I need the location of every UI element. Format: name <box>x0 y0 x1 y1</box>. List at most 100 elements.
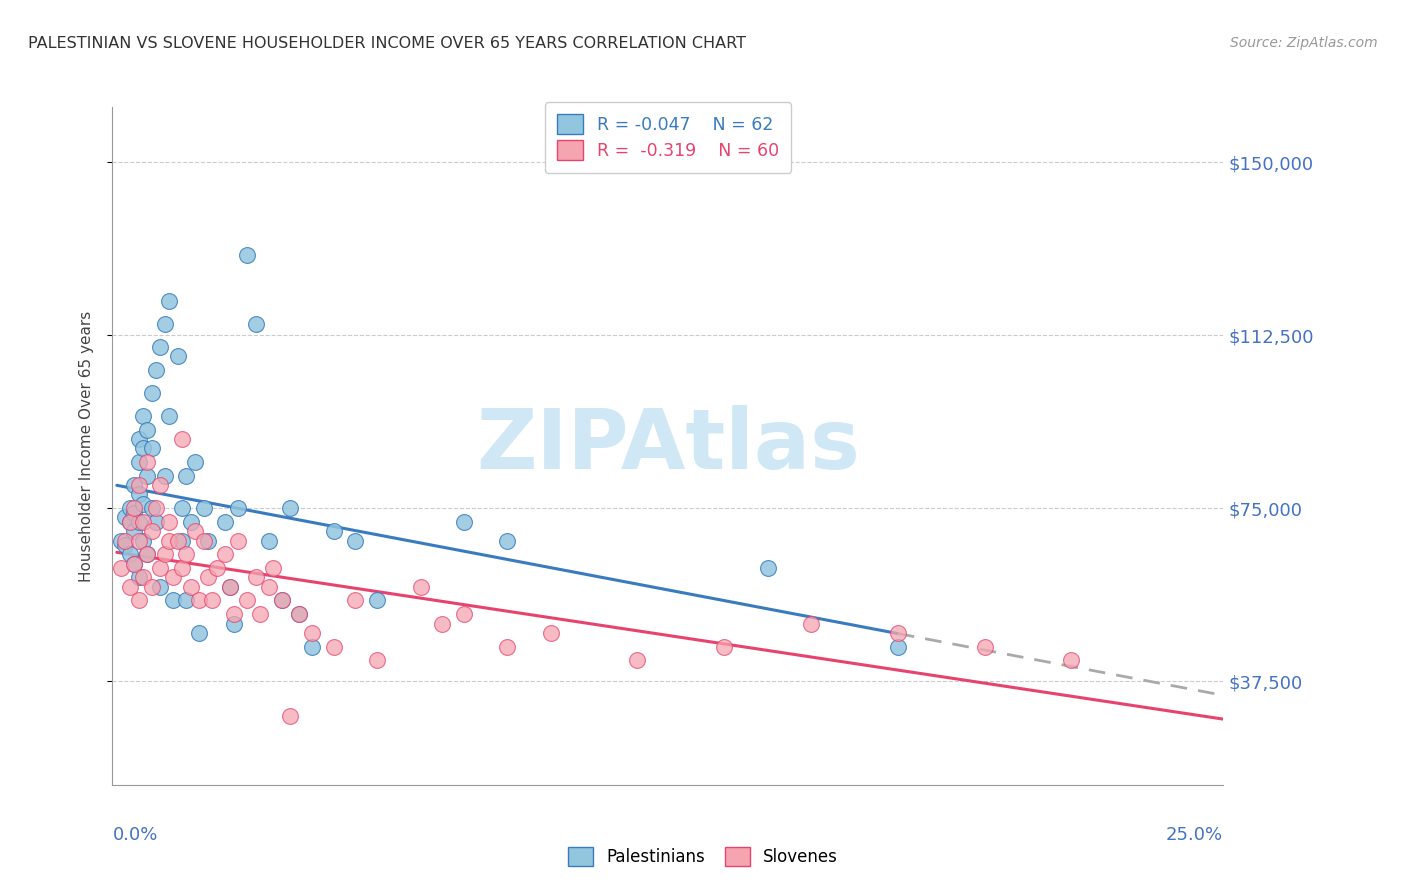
Point <box>141 386 163 401</box>
Point <box>540 625 562 640</box>
Point <box>496 640 519 654</box>
Point <box>166 533 188 548</box>
Point <box>973 640 995 654</box>
Point <box>149 478 172 492</box>
Point <box>128 455 150 469</box>
Legend: R = -0.047    N = 62, R =  -0.319    N = 60: R = -0.047 N = 62, R = -0.319 N = 60 <box>544 103 792 173</box>
Point <box>188 593 211 607</box>
Point <box>157 409 180 423</box>
Y-axis label: Householder Income Over 65 years: Householder Income Over 65 years <box>79 310 94 582</box>
Point <box>149 561 172 575</box>
Point <box>122 506 145 520</box>
Point <box>236 247 259 261</box>
Point <box>193 533 215 548</box>
Point <box>136 547 159 561</box>
Point <box>118 547 141 561</box>
Point <box>214 515 236 529</box>
Point <box>222 607 245 622</box>
Point <box>193 501 215 516</box>
Point <box>128 487 150 501</box>
Point <box>132 409 155 423</box>
Point <box>270 593 292 607</box>
Point <box>170 432 193 446</box>
Legend: Palestinians, Slovenes: Palestinians, Slovenes <box>560 838 846 875</box>
Point <box>713 640 735 654</box>
Point <box>170 501 193 516</box>
Point <box>174 593 197 607</box>
Point <box>180 580 202 594</box>
Point <box>145 501 167 516</box>
Point <box>114 538 136 552</box>
Point <box>249 607 271 622</box>
Point <box>218 580 240 594</box>
Point <box>157 293 180 308</box>
Point <box>270 593 292 607</box>
Point <box>301 640 323 654</box>
Point <box>226 533 249 548</box>
Point <box>756 561 779 575</box>
Point <box>141 442 163 456</box>
Point <box>162 593 184 607</box>
Point <box>245 570 267 584</box>
Point <box>153 547 176 561</box>
Text: PALESTINIAN VS SLOVENE HOUSEHOLDER INCOME OVER 65 YEARS CORRELATION CHART: PALESTINIAN VS SLOVENE HOUSEHOLDER INCOM… <box>28 36 747 51</box>
Text: 25.0%: 25.0% <box>1166 826 1223 844</box>
Point <box>887 640 910 654</box>
Point <box>132 533 155 548</box>
Point <box>201 593 224 607</box>
Point <box>110 561 132 575</box>
Point <box>496 533 519 548</box>
Point <box>245 317 267 331</box>
Point <box>1060 653 1083 667</box>
Point <box>128 533 150 548</box>
Point <box>887 625 910 640</box>
Point <box>145 363 167 377</box>
Point <box>174 547 197 561</box>
Point <box>280 708 302 723</box>
Point <box>122 478 145 492</box>
Point <box>118 580 141 594</box>
Point <box>262 561 284 575</box>
Point <box>214 547 236 561</box>
Point <box>366 593 388 607</box>
Point <box>174 469 197 483</box>
Point <box>122 557 145 571</box>
Point <box>344 533 367 548</box>
Point <box>226 501 249 516</box>
Point <box>128 593 150 607</box>
Point <box>118 515 141 529</box>
Point <box>141 524 163 539</box>
Point <box>184 524 207 539</box>
Point <box>257 533 280 548</box>
Point <box>257 580 280 594</box>
Point <box>136 469 159 483</box>
Point <box>153 317 176 331</box>
Point <box>288 607 311 622</box>
Point <box>128 432 150 446</box>
Point <box>366 653 388 667</box>
Point <box>166 349 188 363</box>
Text: Source: ZipAtlas.com: Source: ZipAtlas.com <box>1230 36 1378 50</box>
Point <box>132 515 155 529</box>
Point <box>188 625 211 640</box>
Point <box>288 607 311 622</box>
Point <box>141 501 163 516</box>
Point <box>132 442 155 456</box>
Point <box>409 580 432 594</box>
Point <box>157 533 180 548</box>
Point <box>128 478 150 492</box>
Point <box>153 469 176 483</box>
Point <box>149 580 172 594</box>
Point <box>453 607 475 622</box>
Point <box>218 580 240 594</box>
Point <box>626 653 648 667</box>
Point <box>118 501 141 516</box>
Point <box>122 501 145 516</box>
Point <box>197 533 219 548</box>
Point <box>236 593 259 607</box>
Point <box>114 510 136 524</box>
Point <box>118 515 141 529</box>
Point <box>136 455 159 469</box>
Text: 0.0%: 0.0% <box>112 826 157 844</box>
Point <box>184 455 207 469</box>
